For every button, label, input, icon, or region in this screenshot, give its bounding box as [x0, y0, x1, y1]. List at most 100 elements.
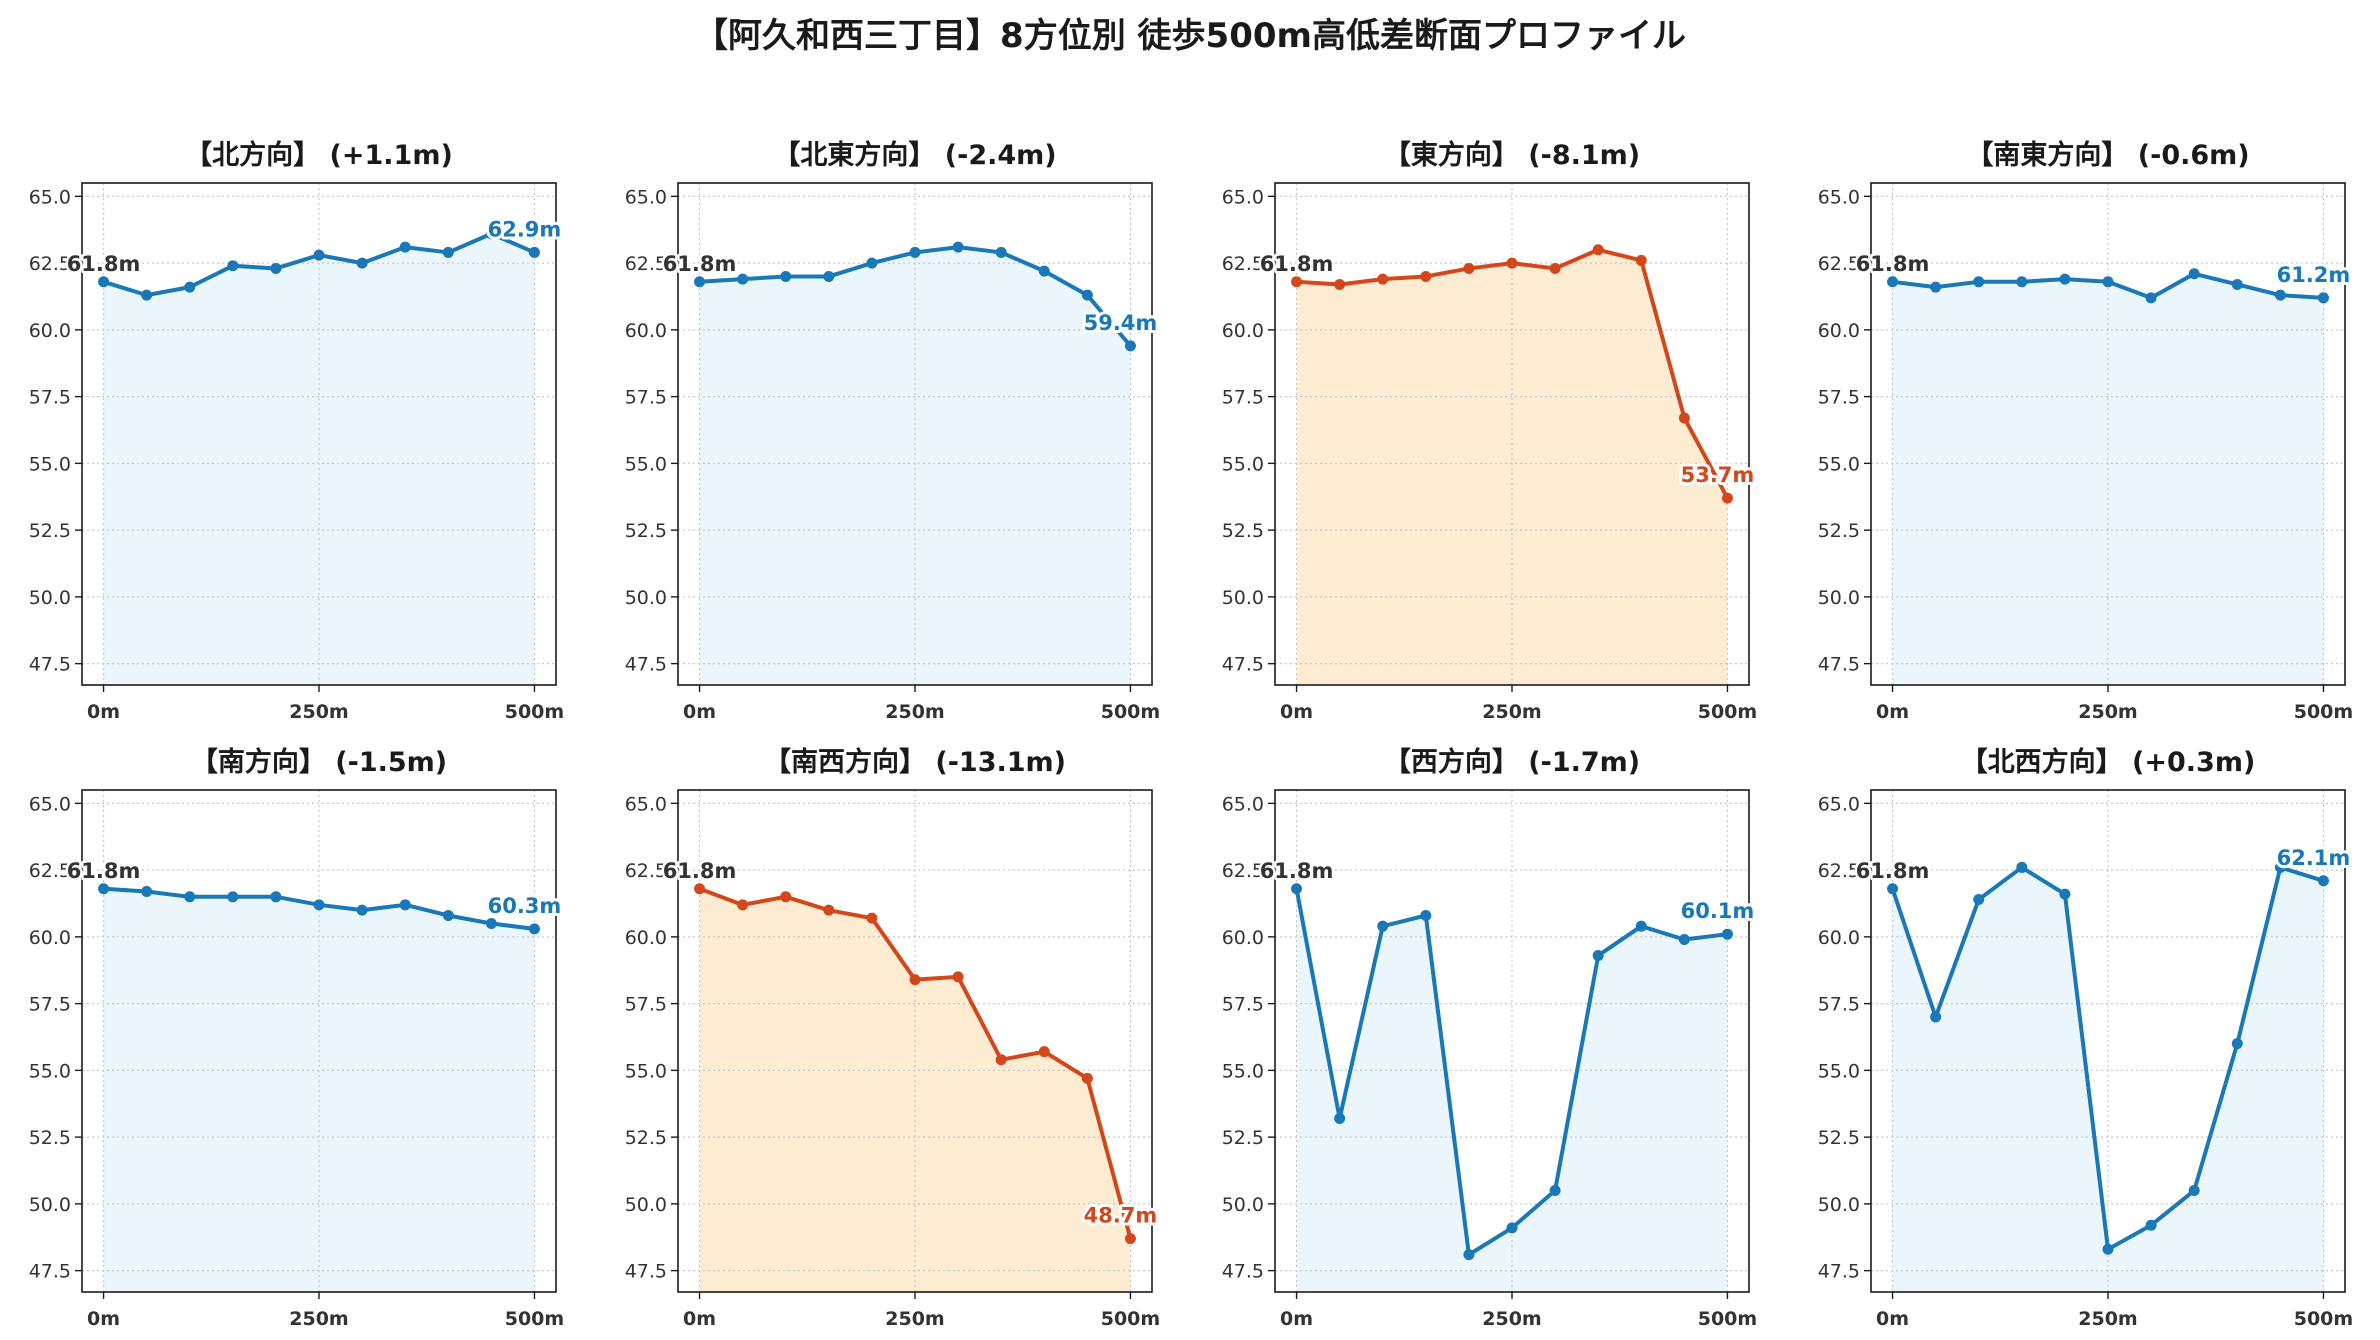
- y-tick-label: 65.0: [625, 186, 667, 208]
- y-tick-label: 60.0: [1222, 927, 1264, 949]
- data-point: [823, 270, 835, 282]
- data-point: [528, 246, 540, 258]
- y-tick-label: 47.5: [1222, 654, 1264, 676]
- data-point: [1081, 289, 1093, 301]
- y-tick-label: 47.5: [29, 1261, 71, 1283]
- data-point: [1973, 276, 1985, 288]
- data-point: [1463, 1249, 1475, 1261]
- x-tick-label: 250m: [2078, 1308, 2137, 1330]
- y-tick-label: 47.5: [1222, 1261, 1264, 1283]
- data-point: [2102, 276, 2114, 288]
- data-point: [141, 885, 153, 897]
- data-point: [1291, 276, 1303, 288]
- start-label: 61.8m: [1260, 859, 1334, 883]
- x-tick-label: 250m: [289, 1308, 348, 1330]
- x-tick-label: 250m: [2078, 701, 2137, 723]
- x-tick-label: 0m: [683, 1308, 716, 1330]
- x-tick-label: 0m: [683, 701, 716, 723]
- x-tick-label: 500m: [1101, 701, 1160, 723]
- data-point: [1506, 257, 1518, 269]
- x-tick-label: 250m: [885, 701, 944, 723]
- data-point: [184, 891, 196, 903]
- y-tick-label: 57.5: [1222, 994, 1264, 1016]
- data-point: [184, 281, 196, 293]
- start-label: 61.8m: [663, 859, 737, 883]
- data-point: [270, 262, 282, 274]
- data-point: [442, 910, 454, 921]
- y-tick-label: 47.5: [625, 654, 667, 676]
- start-label: 61.8m: [1856, 252, 1930, 276]
- panel-1: 47.5 50.0 52.5 55.0 57.5 60.0 62.5 65.0 0m 250m 50…: [29, 139, 565, 723]
- data-point: [442, 246, 454, 258]
- data-point: [1334, 278, 1346, 290]
- data-point: [1334, 1112, 1346, 1124]
- y-tick-label: 62.5: [1818, 860, 1860, 882]
- data-point: [1721, 928, 1733, 940]
- data-point: [2059, 888, 2071, 900]
- data-point: [1081, 1072, 1093, 1084]
- data-point: [2274, 289, 2286, 301]
- data-point: [1887, 883, 1899, 895]
- data-point: [313, 899, 325, 911]
- panel-8: 47.5 50.0 52.5 55.0 57.5 60.0 62.5 65.0 0m 250m 50…: [1818, 746, 2354, 1330]
- data-point: [1721, 492, 1733, 504]
- y-tick-label: 65.0: [625, 793, 667, 815]
- panel-3: 47.5 50.0 52.5 55.0 57.5 60.0 62.5 65.0 0m 250m 50…: [1222, 139, 1758, 723]
- data-point: [780, 891, 792, 903]
- data-point: [227, 260, 239, 272]
- panel-title: 【北東方向】 (-2.4m): [773, 139, 1056, 171]
- start-label: 61.8m: [67, 859, 141, 883]
- y-tick-label: 65.0: [1818, 793, 1860, 815]
- data-point: [1420, 910, 1432, 921]
- x-tick-label: 0m: [87, 701, 120, 723]
- y-tick-label: 60.0: [625, 927, 667, 949]
- y-tick-label: 50.0: [625, 587, 667, 609]
- area-fill: [1892, 867, 2324, 1292]
- y-tick-label: 57.5: [1222, 387, 1264, 409]
- y-tick-label: 57.5: [1818, 387, 1860, 409]
- y-tick-label: 50.0: [29, 1194, 71, 1216]
- data-point: [780, 270, 792, 282]
- data-point: [1506, 1222, 1518, 1234]
- y-tick-label: 65.0: [29, 793, 71, 815]
- panel-title: 【東方向】 (-8.1m): [1384, 139, 1640, 171]
- data-point: [1377, 273, 1389, 285]
- data-point: [2145, 292, 2157, 304]
- y-tick-label: 57.5: [625, 994, 667, 1016]
- y-tick-label: 50.0: [625, 1194, 667, 1216]
- y-tick-label: 62.5: [29, 860, 71, 882]
- data-point: [2231, 1038, 2243, 1050]
- data-point: [1291, 883, 1303, 895]
- end-label: 62.9m: [488, 217, 562, 241]
- panel-title: 【北方向】 (+1.1m): [185, 139, 453, 171]
- data-point: [2102, 1243, 2114, 1255]
- data-point: [995, 1054, 1007, 1066]
- x-tick-label: 250m: [289, 701, 348, 723]
- area-fill: [699, 247, 1131, 685]
- data-point: [313, 249, 325, 261]
- x-tick-label: 250m: [1482, 701, 1541, 723]
- y-tick-label: 55.0: [29, 1060, 71, 1082]
- data-point: [1124, 340, 1136, 352]
- area-fill: [1296, 888, 1728, 1292]
- y-tick-label: 47.5: [29, 654, 71, 676]
- y-tick-label: 62.5: [29, 253, 71, 275]
- data-point: [1678, 412, 1690, 424]
- y-tick-label: 65.0: [1222, 186, 1264, 208]
- data-point: [2317, 292, 2329, 304]
- data-point: [1973, 893, 1985, 905]
- y-tick-label: 57.5: [625, 387, 667, 409]
- data-point: [1038, 1046, 1050, 1058]
- data-point: [1420, 270, 1432, 282]
- data-point: [485, 228, 497, 240]
- data-point: [2059, 273, 2071, 285]
- y-tick-label: 47.5: [1818, 654, 1860, 676]
- y-tick-label: 50.0: [1222, 587, 1264, 609]
- y-tick-label: 55.0: [1818, 453, 1860, 475]
- y-tick-label: 55.0: [29, 453, 71, 475]
- y-tick-label: 50.0: [1818, 587, 1860, 609]
- data-point: [1124, 1233, 1136, 1245]
- y-tick-label: 62.5: [1222, 253, 1264, 275]
- data-point: [2188, 1185, 2200, 1197]
- x-tick-label: 250m: [1482, 1308, 1541, 1330]
